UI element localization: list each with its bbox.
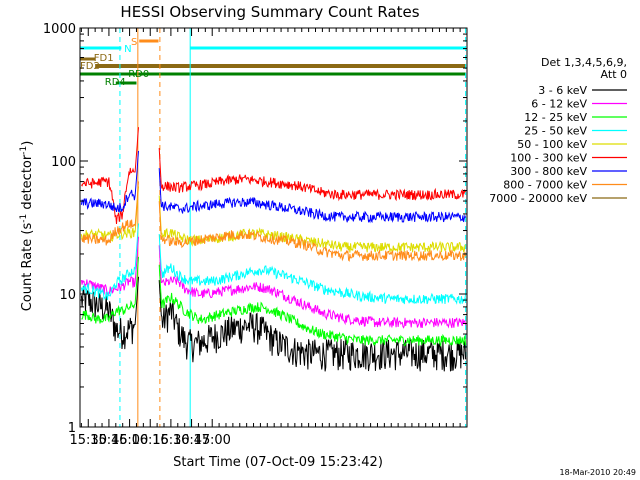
series-line-2 — [81, 256, 467, 348]
y-tick-label: 100 — [51, 155, 76, 170]
legend-label: 100 - 300 keV — [510, 152, 587, 165]
event-lines — [79, 28, 467, 427]
x-tick-label: 17:00 — [193, 433, 230, 448]
series-line-7 — [81, 181, 467, 263]
series-line-1 — [80, 236, 467, 329]
series-line-0 — [80, 276, 467, 372]
legend-label: 3 - 6 keV — [538, 84, 587, 97]
timestamp: 18-Mar-2010 20:49 — [560, 468, 637, 477]
series-lines — [80, 127, 467, 372]
x-tick-label: 15:30 — [70, 433, 107, 448]
y-tick-label: 1 — [68, 421, 76, 436]
x-tick-label: 15:45 — [90, 433, 127, 448]
legend-label: 6 - 12 keV — [531, 98, 587, 111]
series-line-3 — [80, 223, 467, 305]
y-tick-label: 10 — [59, 288, 76, 303]
legend-label: 25 - 50 keV — [524, 125, 587, 138]
series-line-4 — [80, 186, 466, 253]
legend-title-line2: Att 0 — [601, 68, 627, 81]
flag-label-rd4: RD4 — [105, 77, 126, 88]
plot-frame — [79, 27, 468, 428]
legend-title-line1: Det 1,3,4,5,6,9, — [541, 56, 627, 69]
series-line-5 — [80, 127, 467, 224]
legend-label: 50 - 100 keV — [517, 138, 587, 151]
x-tick-label: 16:15 — [132, 433, 169, 448]
legend-label: 12 - 25 keV — [524, 111, 587, 124]
x-tick-label: 16:45 — [173, 433, 210, 448]
x-tick-label: 16:00 — [111, 433, 148, 448]
chart-title: HESSI Observing Summary Count Rates — [120, 3, 419, 21]
x-axis-label: Start Time (07-Oct-09 15:23:42) — [173, 455, 383, 470]
flag-label-rd0: RD0 — [128, 69, 149, 80]
legend-label: 7000 - 20000 keV — [489, 192, 587, 205]
flag-label-s: S — [131, 37, 137, 48]
flag-label-fd1: FD1 — [94, 53, 114, 64]
flag-bars — [80, 39, 466, 85]
x-tick-label: 16:30 — [152, 433, 189, 448]
legend-label: 800 - 7000 keV — [503, 179, 587, 192]
y-axis-label: Count Rate (s-1 detector-1) — [19, 141, 35, 312]
series-line-6 — [80, 150, 467, 224]
flag-label-n: N — [124, 44, 131, 55]
y-axis-ticks: 1 10 100 1000 — [43, 22, 467, 436]
legend-label: 300 - 800 keV — [510, 165, 587, 178]
flag-label-fd2: FD2 — [80, 61, 100, 72]
y-tick-label: 1000 — [43, 22, 76, 37]
